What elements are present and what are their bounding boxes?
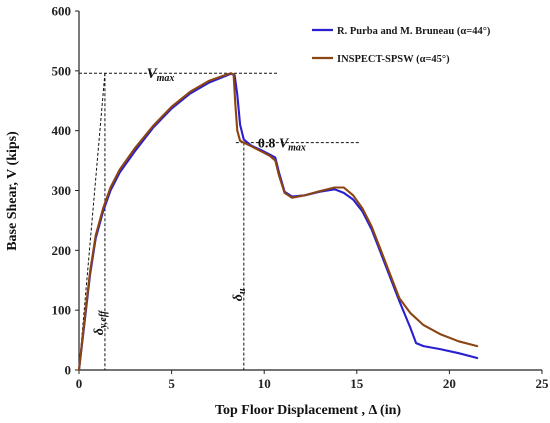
series-line-0 [77, 72, 479, 372]
x-tick-group: 0 5 10 15 20 25 [76, 370, 549, 391]
series-layer [77, 72, 479, 372]
legend-label-purba: R. Purba and M. Bruneau (α=44°) [337, 26, 491, 37]
legend: R. Purba and M. Bruneau (α=44°) INSPECT-… [312, 26, 491, 65]
x-axis-title: Top Floor Displacement , Δ (in) [215, 403, 401, 418]
series-line-1 [77, 72, 479, 372]
y-tick-label: 0 [65, 363, 72, 378]
y-tick-label: 300 [52, 183, 72, 198]
x-tick-label: 0 [76, 376, 83, 391]
x-tick-label: 20 [443, 376, 456, 391]
x-tick-label: 5 [168, 376, 175, 391]
y-tick-label: 200 [52, 243, 72, 258]
y-tick-label: 100 [52, 303, 72, 318]
delta-u-annotation: δu [231, 288, 248, 301]
x-tick-label: 10 [258, 376, 271, 391]
x-tick-label: 15 [350, 376, 364, 391]
y-axis-title: Base Shear, V (kips) [5, 131, 20, 251]
y-tick-label: 600 [52, 4, 72, 19]
y-tick-label: 400 [52, 123, 72, 138]
v08max-annotation: 0.8 Vmax [258, 137, 306, 154]
vmax-annotation: Vmax [147, 66, 175, 84]
x-tick-label: 25 [536, 376, 550, 391]
y-tick-group: 0 100 200 300 400 500 600 [52, 4, 79, 378]
annotation-group: Vmax 0.8 Vmax δy,eff δu [78, 66, 361, 371]
delta-yeff-annotation: δy,eff [92, 309, 109, 335]
legend-label-inspect: INSPECT-SPSW (α=45°) [337, 54, 450, 65]
y-tick-label: 500 [52, 63, 72, 78]
